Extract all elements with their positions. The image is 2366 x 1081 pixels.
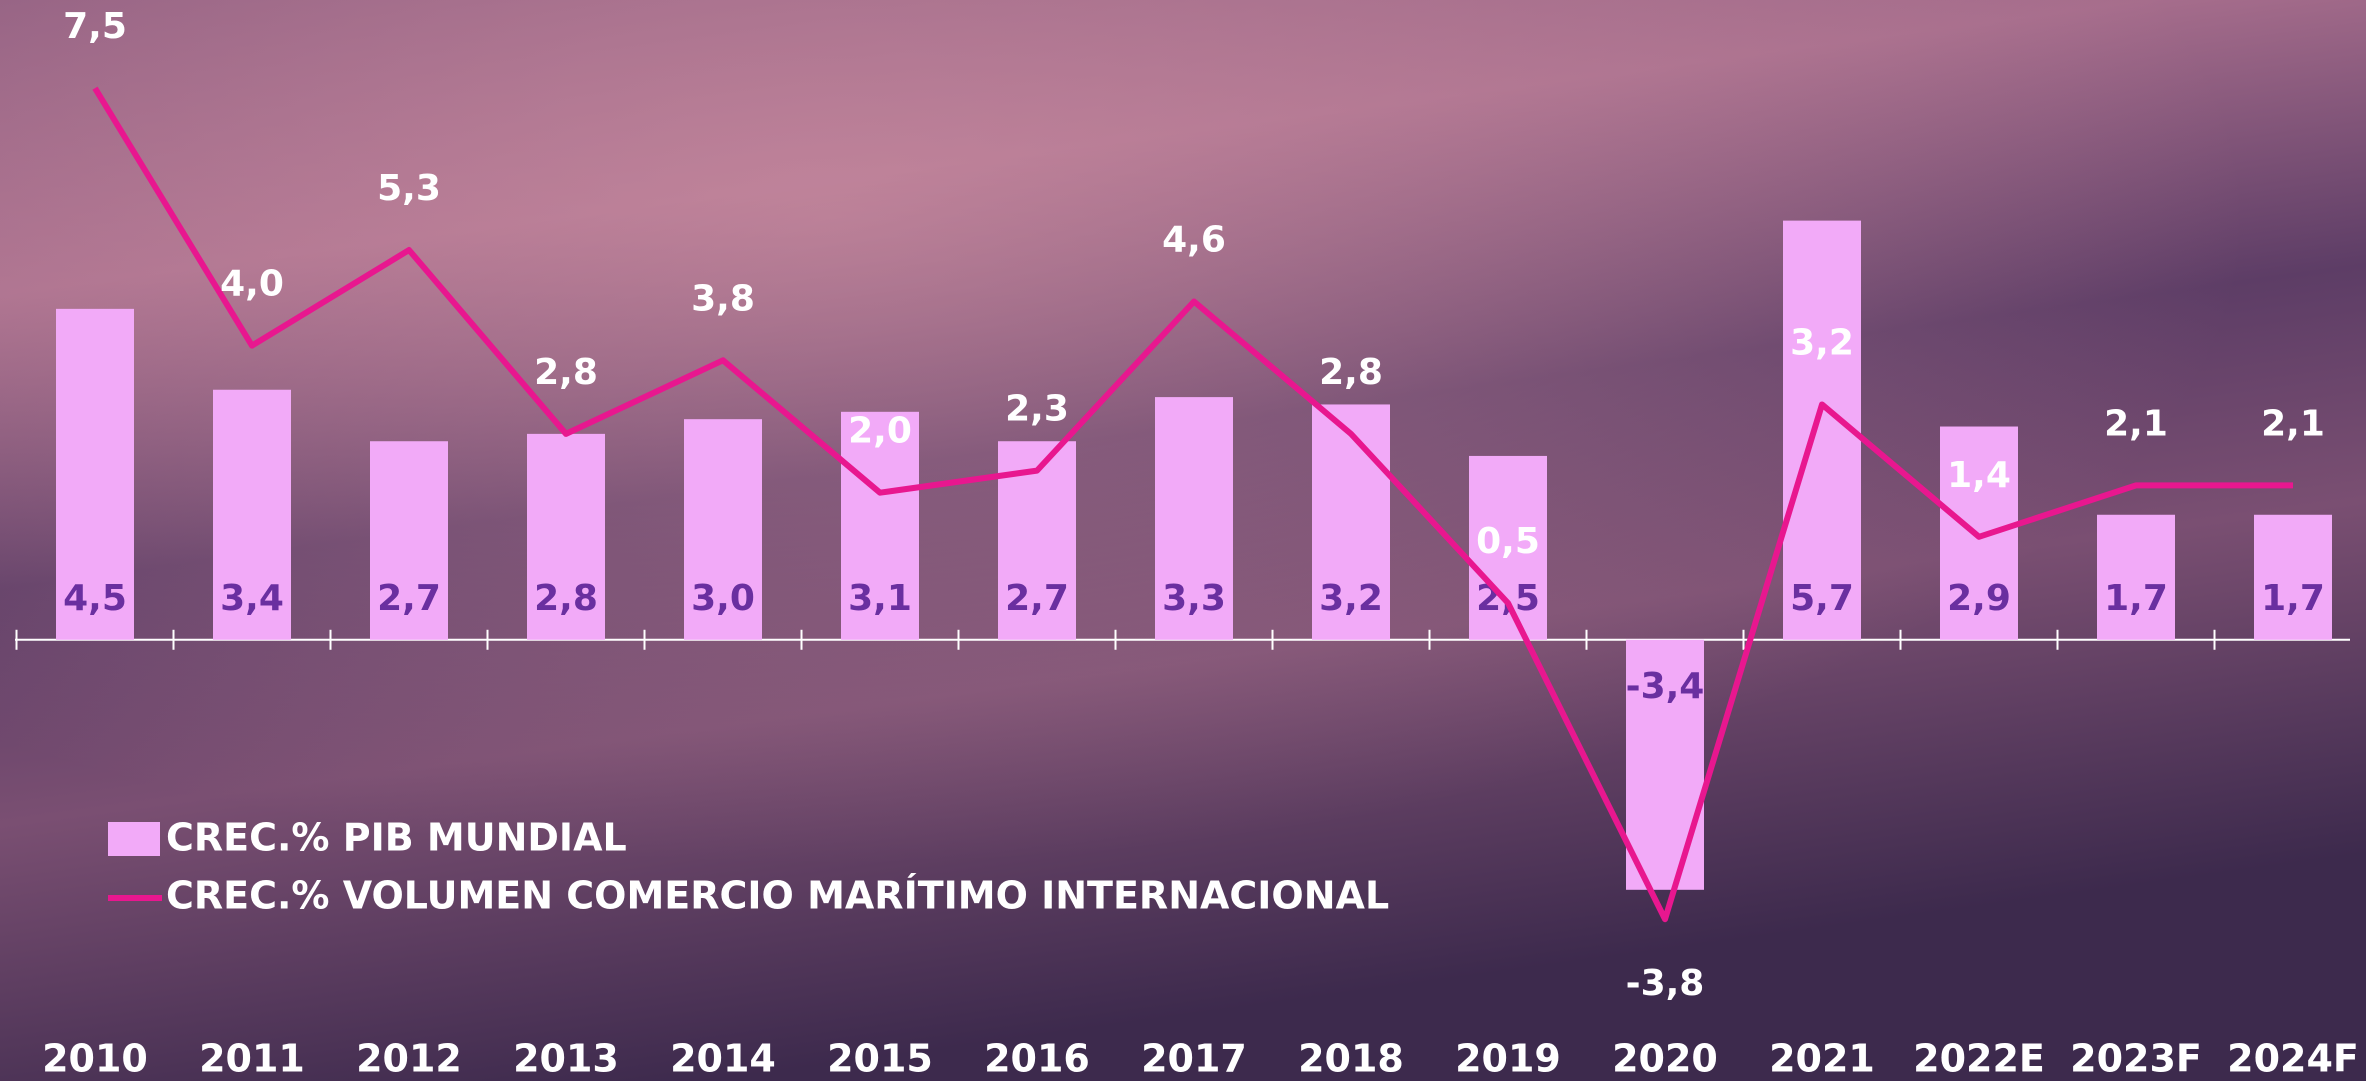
line-value-label: 3,2 (1790, 322, 1854, 363)
x-tick-label: 2022E (1913, 1037, 2045, 1081)
bar-value-label: 2,7 (377, 578, 441, 619)
x-tick-label: 2024F (2227, 1037, 2359, 1081)
line-value-label: 0,5 (1476, 521, 1540, 562)
line-value-label: 1,4 (1947, 455, 2011, 496)
bar-value-label: 3,1 (848, 578, 912, 619)
bar-value-label: 1,7 (2261, 578, 2325, 619)
line-value-label: 2,3 (1005, 389, 1069, 430)
line-value-label: 2,0 (848, 411, 912, 452)
legend-label: CREC.% VOLUMEN COMERCIO MARÍTIMO INTERNA… (166, 874, 1389, 918)
line-value-label: 2,8 (1319, 352, 1383, 393)
x-tick-label: 2020 (1612, 1037, 1718, 1081)
page: 2010 2011 2012 2013 2014 2015 2016 2017 2018 2019… (0, 0, 2366, 1081)
x-tick-label: 2012 (356, 1037, 462, 1081)
bar-value-label: -3,4 (1626, 666, 1705, 707)
x-tick-label: 2010 (42, 1037, 148, 1081)
line-value-label: 2,1 (2104, 403, 2168, 444)
bar-value-label: 3,0 (691, 578, 755, 619)
x-tick-label: 2017 (1141, 1037, 1247, 1081)
legend-label: CREC.% PIB MUNDIAL (166, 816, 627, 860)
bar-value-label: 2,5 (1476, 578, 1540, 619)
x-tick-label: 2013 (513, 1037, 619, 1081)
bar-value-label: 2,9 (1947, 578, 2011, 619)
line-value-label: 2,8 (534, 352, 598, 393)
line-value-label: 5,3 (377, 168, 441, 209)
bar-value-label: 3,3 (1162, 578, 1226, 619)
bar-value-label: 3,4 (220, 578, 284, 619)
x-tick-label: 2018 (1298, 1037, 1404, 1081)
bar-value-label: 2,8 (534, 578, 598, 619)
x-tick-label: 2014 (670, 1037, 776, 1081)
bar-value-label: 2,7 (1005, 578, 1069, 619)
line-value-label: 4,6 (1162, 220, 1226, 261)
chart: 2010 2011 2012 2013 2014 2015 2016 2017 2018 2019… (0, 0, 2366, 1081)
line-value-label: 7,5 (63, 6, 127, 47)
legend-swatch-bar (108, 822, 160, 856)
x-tick-label: 2016 (984, 1037, 1090, 1081)
line-value-label: 4,0 (220, 264, 284, 305)
x-tick-label: 2023F (2070, 1037, 2202, 1081)
line-value-label: 2,1 (2261, 403, 2325, 444)
line-value-label: 3,8 (691, 278, 755, 319)
x-tick-label: 2015 (827, 1037, 933, 1081)
bar-value-label: 4,5 (63, 578, 127, 619)
x-tick-label: 2019 (1455, 1037, 1561, 1081)
x-tick-label: 2021 (1769, 1037, 1875, 1081)
bar-value-label: 5,7 (1790, 578, 1854, 619)
bar-value-label: 1,7 (2104, 578, 2168, 619)
x-tick-label: 2011 (199, 1037, 305, 1081)
line-value-label: -3,8 (1626, 963, 1705, 1004)
bar-value-label: 3,2 (1319, 578, 1383, 619)
